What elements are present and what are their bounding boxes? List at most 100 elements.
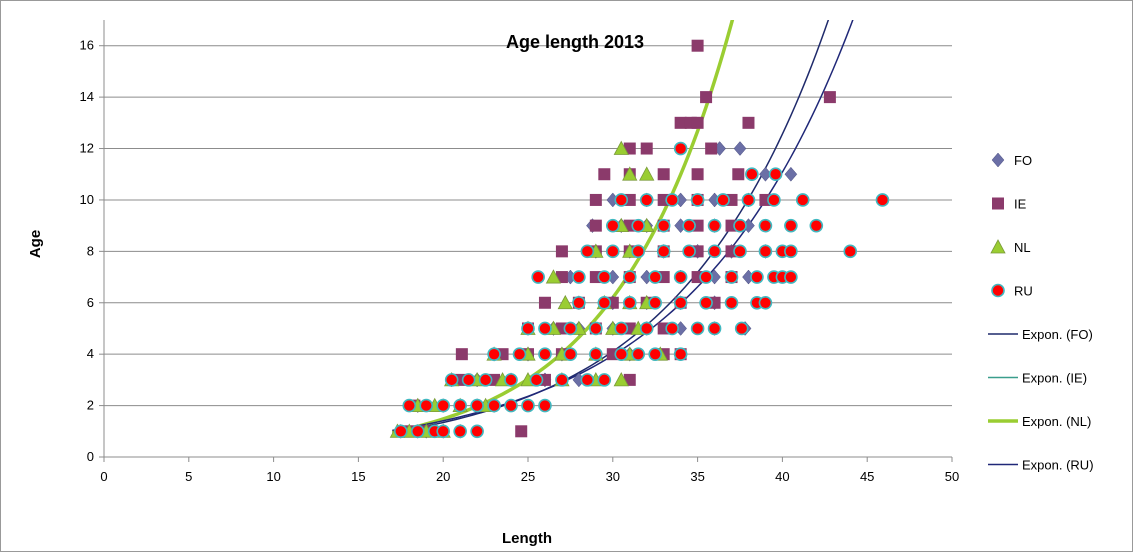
point-ru-66 [656, 244, 671, 259]
x-tick-label-0: 0 [100, 469, 107, 484]
point-ru-77 [682, 218, 696, 233]
legend-label-nl: NL [1014, 240, 1031, 255]
point-ru-73 [843, 244, 858, 259]
point-ru-52 [572, 270, 586, 284]
point-ru-89 [767, 193, 781, 207]
point-ru-53 [597, 270, 612, 284]
point-ru-32 [521, 321, 535, 336]
x-tick-label-30: 30 [606, 469, 620, 484]
legend-label-trend-3: Expon. (RU) [1022, 458, 1094, 473]
point-ru-41 [734, 321, 749, 336]
point-ru-27 [589, 347, 603, 361]
point-ru-90 [795, 193, 810, 207]
point-ru-18 [504, 373, 518, 387]
x-tick-label-45: 45 [860, 469, 874, 484]
trendline-2 [391, 20, 735, 434]
point-nl-35 [622, 166, 638, 181]
point-ru-39 [690, 321, 705, 336]
point-ru-26 [563, 347, 578, 361]
y-tick-label-4: 4 [87, 346, 94, 361]
point-ru-92 [745, 167, 759, 182]
point-ru-24 [512, 347, 527, 361]
x-tick-label-50: 50 [945, 469, 959, 484]
point-ru-10 [470, 398, 484, 413]
point-ru-1 [410, 424, 425, 439]
point-ru-9 [453, 398, 467, 413]
point-ie-52 [691, 168, 704, 181]
trendline-3 [392, 20, 854, 432]
point-ru-15 [444, 373, 459, 387]
point-ru-31 [673, 347, 688, 361]
point-ru-44 [622, 295, 637, 310]
point-ru-34 [563, 321, 578, 336]
legend-marker-ie [992, 197, 1004, 210]
point-ie-8 [455, 348, 468, 361]
y-tick-label-14: 14 [80, 89, 94, 104]
point-ru-68 [707, 244, 722, 259]
point-ru-91 [875, 193, 890, 207]
point-ie-38 [589, 219, 602, 232]
point-ru-47 [699, 295, 713, 310]
point-ru-62 [784, 270, 798, 284]
point-ie-57 [674, 116, 687, 129]
x-tick-label-20: 20 [436, 469, 450, 484]
point-ru-14 [538, 398, 552, 413]
point-ru-80 [758, 218, 773, 233]
point-ru-65 [631, 244, 646, 259]
point-nl-27 [557, 294, 573, 310]
point-ru-45 [648, 295, 663, 310]
point-ru-83 [614, 193, 629, 207]
y-tick-label-2: 2 [87, 398, 94, 413]
x-tick-label-5: 5 [185, 469, 192, 484]
point-fo-56 [784, 166, 798, 182]
point-ru-5 [470, 424, 484, 439]
point-ru-76 [656, 218, 671, 233]
x-tick-label-25: 25 [521, 469, 535, 484]
x-tick-label-10: 10 [266, 469, 280, 484]
point-ru-64 [605, 244, 620, 259]
y-tick-label-0: 0 [87, 449, 94, 464]
point-ru-75 [631, 218, 646, 233]
point-ru-94 [673, 141, 688, 156]
point-ru-87 [716, 193, 730, 207]
chart-title: Age length 2013 [506, 32, 644, 52]
point-fo-59 [733, 141, 747, 156]
point-ru-6 [402, 398, 417, 413]
point-ru-54 [622, 270, 637, 284]
point-nl-37 [613, 140, 629, 155]
point-ru-25 [538, 347, 552, 361]
y-tick-label-12: 12 [80, 141, 94, 156]
point-ru-21 [580, 373, 595, 387]
y-tick-label-16: 16 [80, 38, 94, 53]
point-ru-23 [487, 347, 501, 361]
point-ru-17 [478, 373, 493, 387]
point-ru-36 [614, 321, 629, 336]
point-ru-48 [724, 295, 739, 310]
point-ru-37 [639, 321, 654, 336]
point-ru-93 [768, 167, 783, 182]
legend-marker-ru [991, 283, 1005, 298]
legend-label-fo: FO [1014, 153, 1032, 168]
point-ru-29 [631, 347, 646, 361]
point-ru-63 [580, 244, 595, 259]
point-ru-51 [531, 270, 545, 284]
x-axis-title: Length [502, 530, 552, 547]
legend-label-trend-0: Expon. (FO) [1022, 327, 1093, 342]
point-nl-14 [613, 372, 629, 387]
point-ru-86 [690, 193, 705, 207]
axes: 0 2 4 6 8 10 12 14 16 0 5 10 15 20 25 30 35 40 45 50 [80, 20, 959, 484]
y-tick-label-8: 8 [87, 243, 94, 258]
point-ie-60 [742, 116, 755, 129]
point-ie-49 [598, 168, 611, 181]
point-ru-40 [707, 321, 722, 336]
point-ru-84 [639, 193, 654, 207]
legend-marker-nl [990, 239, 1006, 254]
series-ru [393, 141, 890, 439]
point-ru-85 [665, 193, 679, 207]
x-tick-label-40: 40 [775, 469, 789, 484]
point-ru-33 [538, 321, 552, 336]
legend-label-ie: IE [1014, 197, 1027, 212]
point-ru-38 [665, 321, 679, 336]
